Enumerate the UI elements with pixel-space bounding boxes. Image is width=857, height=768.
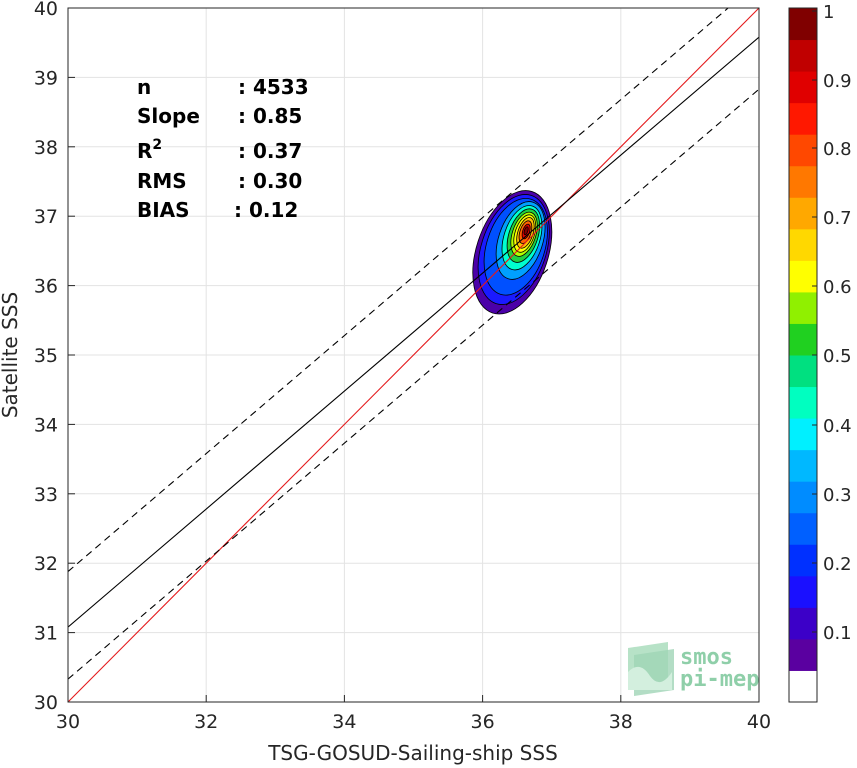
stat-label-4: BIAS (137, 198, 190, 222)
x-tick-label-4: 38 (609, 711, 633, 733)
y-tick-label-7: 37 (34, 206, 58, 228)
x-axis-label: TSG-GOSUD-Sailing-ship SSS (267, 741, 558, 765)
colorbar-band-20 (789, 39, 817, 72)
y-tick-label-4: 34 (34, 414, 58, 436)
colorbar-band-9 (789, 386, 817, 419)
colorbar-band-0 (789, 670, 817, 703)
contour-level-11 (523, 226, 529, 236)
colorbar-band-5 (789, 512, 817, 545)
x-tick-label-0: 30 (56, 711, 80, 733)
colorbar: 0.1 0.2 0.3 0.4 0.5 0.6 0.7 0.8 0.9 1 (788, 2, 852, 703)
logo-graphic-icon (628, 642, 674, 696)
colorbar-band-2 (789, 607, 817, 640)
colorbar-band-19 (789, 71, 817, 104)
colorbar-band-16 (789, 165, 817, 198)
colorbar-tick-label-5: 0.6 (823, 277, 852, 298)
colorbar-tick-label-8: 0.9 (823, 71, 852, 92)
colorbar-band-8 (789, 418, 817, 451)
x-tick-label-2: 34 (332, 711, 356, 733)
colorbar-band-7 (789, 449, 817, 482)
y-tick-label-2: 32 (34, 553, 58, 575)
colorbar-band-13 (789, 260, 817, 293)
colorbar-band-15 (789, 197, 817, 230)
x-tick-label-3: 36 (471, 711, 495, 733)
colorbar-tick-label-0: 0.1 (823, 623, 852, 644)
lower-bound-line (68, 88, 759, 680)
identity-line (68, 8, 759, 702)
logo-line-2: pi-mep (680, 667, 759, 692)
colorbar-tick-label-2: 0.3 (823, 485, 852, 506)
upper-bound-line (68, 8, 729, 572)
smos-pi-mep-logo: smos pi-mep (628, 642, 759, 696)
y-tick-label-10: 40 (34, 0, 58, 20)
logo-line-1: smos (680, 645, 733, 670)
x-tick-label-5: 40 (747, 711, 771, 733)
stat-value-4: : 0.12 (234, 198, 298, 222)
colorbar-tick-label-3: 0.4 (823, 416, 852, 437)
colorbar-band-12 (789, 291, 817, 324)
colorbar-band-3 (789, 575, 817, 608)
colorbar-band-11 (789, 323, 817, 356)
stat-label-0: n (137, 75, 151, 99)
stat-value-3: : 0.30 (238, 169, 302, 193)
stat-value-1: : 0.85 (238, 104, 302, 128)
colorbar-band-10 (789, 355, 817, 388)
colorbar-band-1 (789, 638, 817, 671)
axis-ticks: 30 32 34 36 38 40 30 31 32 33 34 35 36 37 38 39 40 (34, 0, 771, 733)
colorbar-band-6 (789, 481, 817, 514)
x-tick-label-1: 32 (194, 711, 218, 733)
stat-value-0: : 4533 (238, 75, 309, 99)
colorbar-band-4 (789, 544, 817, 577)
colorbar-tick-label-1: 0.2 (823, 554, 852, 575)
colorbar-tick-label-9: 1 (823, 2, 834, 23)
y-tick-label-9: 39 (34, 67, 58, 89)
y-tick-label-5: 35 (34, 345, 58, 367)
colorbar-tick-label-7: 0.8 (823, 139, 852, 160)
y-tick-label-1: 31 (34, 623, 58, 645)
colorbar-band-21 (789, 8, 817, 41)
colorbar-tick-label-6: 0.7 (823, 208, 852, 229)
stat-label-1: Slope (137, 104, 200, 128)
y-tick-label-8: 38 (34, 137, 58, 159)
grid (67, 7, 760, 703)
colorbar-band-14 (789, 228, 817, 261)
colorbar-band-17 (789, 134, 817, 167)
colorbar-tick-label-4: 0.5 (823, 346, 852, 367)
regression-line (68, 36, 759, 628)
stat-value-2: : 0.37 (238, 139, 302, 163)
stat-label-3: RMS (137, 169, 187, 193)
reference-lines (68, 8, 759, 702)
y-tick-label-3: 33 (34, 484, 58, 506)
y-tick-label-0: 30 (34, 692, 58, 714)
y-axis-label: Satellite SSS (0, 292, 22, 418)
colorbar-band-18 (789, 102, 817, 135)
y-tick-label-6: 36 (34, 276, 58, 298)
